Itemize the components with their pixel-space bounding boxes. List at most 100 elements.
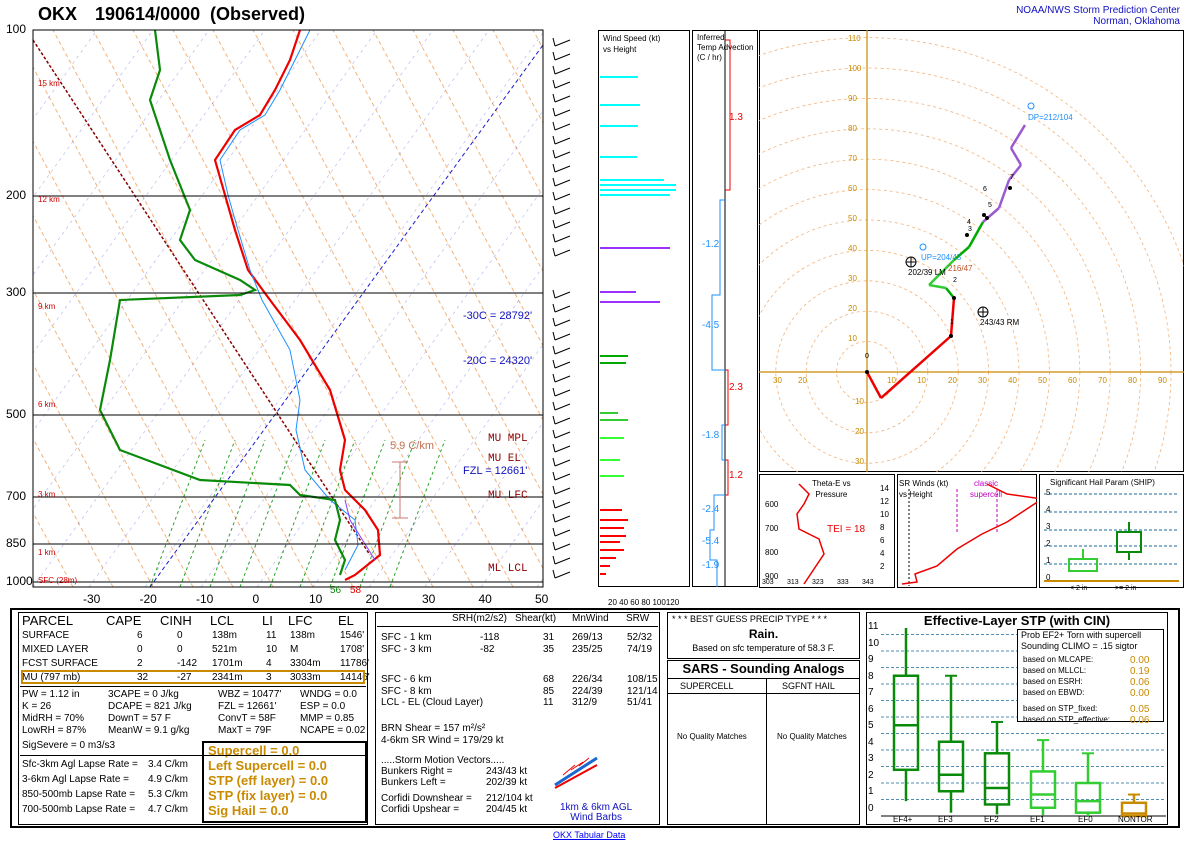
mu-row-highlight xyxy=(21,670,365,684)
stp-prob-label: based on STP_effective: xyxy=(1023,715,1111,724)
wind-barbs-graphic xyxy=(554,756,598,789)
deviant-motion-label: DP=212/104 xyxy=(1028,113,1073,122)
hodograph-x-label: 50 xyxy=(1038,376,1047,385)
index-cell: NCAPE = 0.02 xyxy=(300,725,366,736)
storm-motion-label: Corfidi Downshear = xyxy=(381,793,472,804)
theta-x-label: 323 xyxy=(812,579,824,586)
stp-y-label: 7 xyxy=(868,687,874,698)
theta-pressure-label: 800 xyxy=(765,548,779,557)
parcel-cell: M xyxy=(290,644,299,655)
ship-y-label: 4 xyxy=(1046,505,1051,514)
hodograph-ring-label: 40 xyxy=(848,244,857,253)
stp-prob-value: 0.05 xyxy=(1130,704,1150,715)
composite-index: Sig Hail = 0.0 xyxy=(208,803,289,818)
kinematics-cell: SFC - 1 km xyxy=(381,632,432,643)
brn-shear: BRN Shear = 157 m²/s² xyxy=(381,723,486,734)
stp-prob-value: 0.06 xyxy=(1130,677,1150,688)
sars-supercell-header: SUPERCELL xyxy=(680,681,734,691)
parcel-cell: 32 xyxy=(137,672,149,683)
srw-y-label: 4 xyxy=(880,549,885,558)
ship-chart xyxy=(1044,493,1179,582)
sounding-time: 190614/0000 xyxy=(95,4,201,24)
srw-y-label: 6 xyxy=(880,536,885,545)
hodograph-x-label: 10 xyxy=(887,376,896,385)
hodograph-x-label: 30 xyxy=(773,376,782,385)
kinematics-section xyxy=(375,612,660,825)
stp-category-label: EF0 xyxy=(1078,815,1093,824)
storm-motion-value: 204/45 kt xyxy=(486,804,528,815)
parcel-cell: 138m xyxy=(212,630,238,641)
storm-motion-value: 212/104 kt xyxy=(486,793,533,804)
hodograph-ring-label: 50 xyxy=(848,214,857,223)
station-id: OKX xyxy=(38,4,78,24)
advection-value: -2.4 xyxy=(702,504,720,515)
temperature-label: 10 xyxy=(309,592,323,606)
hodograph-x-label: 40 xyxy=(1008,376,1017,385)
srw-y-label: 2 xyxy=(880,562,885,571)
ship-panel xyxy=(1039,474,1184,588)
parcel-header: CAPE xyxy=(106,613,142,628)
hodograph-y-label: 30 xyxy=(855,457,864,466)
stp-prob-text: Prob EF2+ Torn with supercell Sounding CL… xyxy=(1021,630,1142,651)
kinematics-cell: -82 xyxy=(480,644,495,655)
index-cell: 3CAPE = 0 J/kg xyxy=(108,689,179,700)
minus30-height: -30C = 28792' xyxy=(463,310,533,322)
hodograph-x-label: 10 xyxy=(917,376,926,385)
hodograph-ring-label: 100 xyxy=(848,64,862,73)
parcel-cell: 2341m xyxy=(212,672,243,683)
minus20-height: -20C = 24320' xyxy=(463,355,533,367)
sars-supercell-matches: No Quality Matches xyxy=(677,732,747,741)
ship-box-small xyxy=(1068,558,1098,572)
sr-winds-title: SR Winds (kt) vs Height xyxy=(899,479,949,499)
kinematics-cell: 269/13 xyxy=(572,632,603,643)
tabular-data-link[interactable]: OKX Tabular Data xyxy=(553,830,626,840)
dry-adiabats xyxy=(33,30,543,587)
lapse-label: 3-6km Agl Lapse Rate = xyxy=(22,774,130,785)
tei-value: TEI = 18 xyxy=(827,524,866,535)
srw-y-label: 10 xyxy=(880,510,889,519)
theta-x-label: 343 xyxy=(862,579,874,586)
sars-title: SARS - Sounding Analogs xyxy=(682,661,845,676)
sr-winds-trace xyxy=(901,483,1037,585)
temperature-label: 40 xyxy=(478,592,492,606)
lapse-label: Sfc-3km Agl Lapse Rate = xyxy=(22,759,138,770)
precip-title: * * * BEST GUESS PRECIP TYPE * * * xyxy=(672,614,828,624)
precip-type: Rain. xyxy=(748,627,779,641)
precip-basis: Based on sfc temperature of 58.3 F. xyxy=(692,643,835,653)
hodograph-panel xyxy=(759,30,1184,472)
stp-y-label: 9 xyxy=(868,654,874,665)
stp-prob-box xyxy=(1017,629,1164,722)
pressure-label: 1000 xyxy=(6,574,33,588)
temp-advection-bars xyxy=(709,30,731,587)
ml-lcl-label: ML LCL xyxy=(488,563,528,575)
kinematics-cell: 312/9 xyxy=(572,697,598,708)
storm-motion-label: Bunkers Right = xyxy=(381,766,453,777)
stp-prob-label: based on ESRH: xyxy=(1023,677,1083,686)
temperature-trace xyxy=(213,30,382,581)
pressure-label: 500 xyxy=(6,407,27,421)
srw-y-label: 8 xyxy=(880,523,885,532)
org-line2: Norman, Oklahoma xyxy=(1093,16,1180,27)
parcel-header: PARCEL xyxy=(22,613,74,628)
hodograph-point-label: 6 xyxy=(983,186,987,193)
kinematics-cell: 11 xyxy=(543,697,554,708)
height-label: 9 km xyxy=(38,302,56,311)
hodograph-ring-label: 110 xyxy=(848,34,861,43)
parcel-cell: 0 xyxy=(177,630,183,641)
kinematics-cell: 224/39 xyxy=(572,686,603,697)
advection-value: 2.3 xyxy=(729,382,743,393)
stp-y-label: 5 xyxy=(868,720,874,731)
parcel-cell: 1701m xyxy=(212,658,243,669)
kinematics-cell: 51/41 xyxy=(627,697,653,708)
kinematics-cell: 85 xyxy=(543,686,555,697)
hodograph-y-label: 10 xyxy=(855,397,864,406)
kinematics-cell: -118 xyxy=(480,632,500,643)
stp-category-label: NONTOR xyxy=(1118,815,1153,824)
hodograph-point-label: 0 xyxy=(865,353,869,360)
hodograph-ring-label: 30 xyxy=(848,274,857,283)
theta-e-title: Theta-E vs Pressure xyxy=(812,479,851,499)
stp-prob-value: 0.00 xyxy=(1130,655,1150,666)
sars-hail-matches: No Quality Matches xyxy=(777,732,847,741)
lapse-label: 850-500mb Lapse Rate = xyxy=(22,789,136,800)
ship-y-label: 5 xyxy=(1046,488,1051,497)
